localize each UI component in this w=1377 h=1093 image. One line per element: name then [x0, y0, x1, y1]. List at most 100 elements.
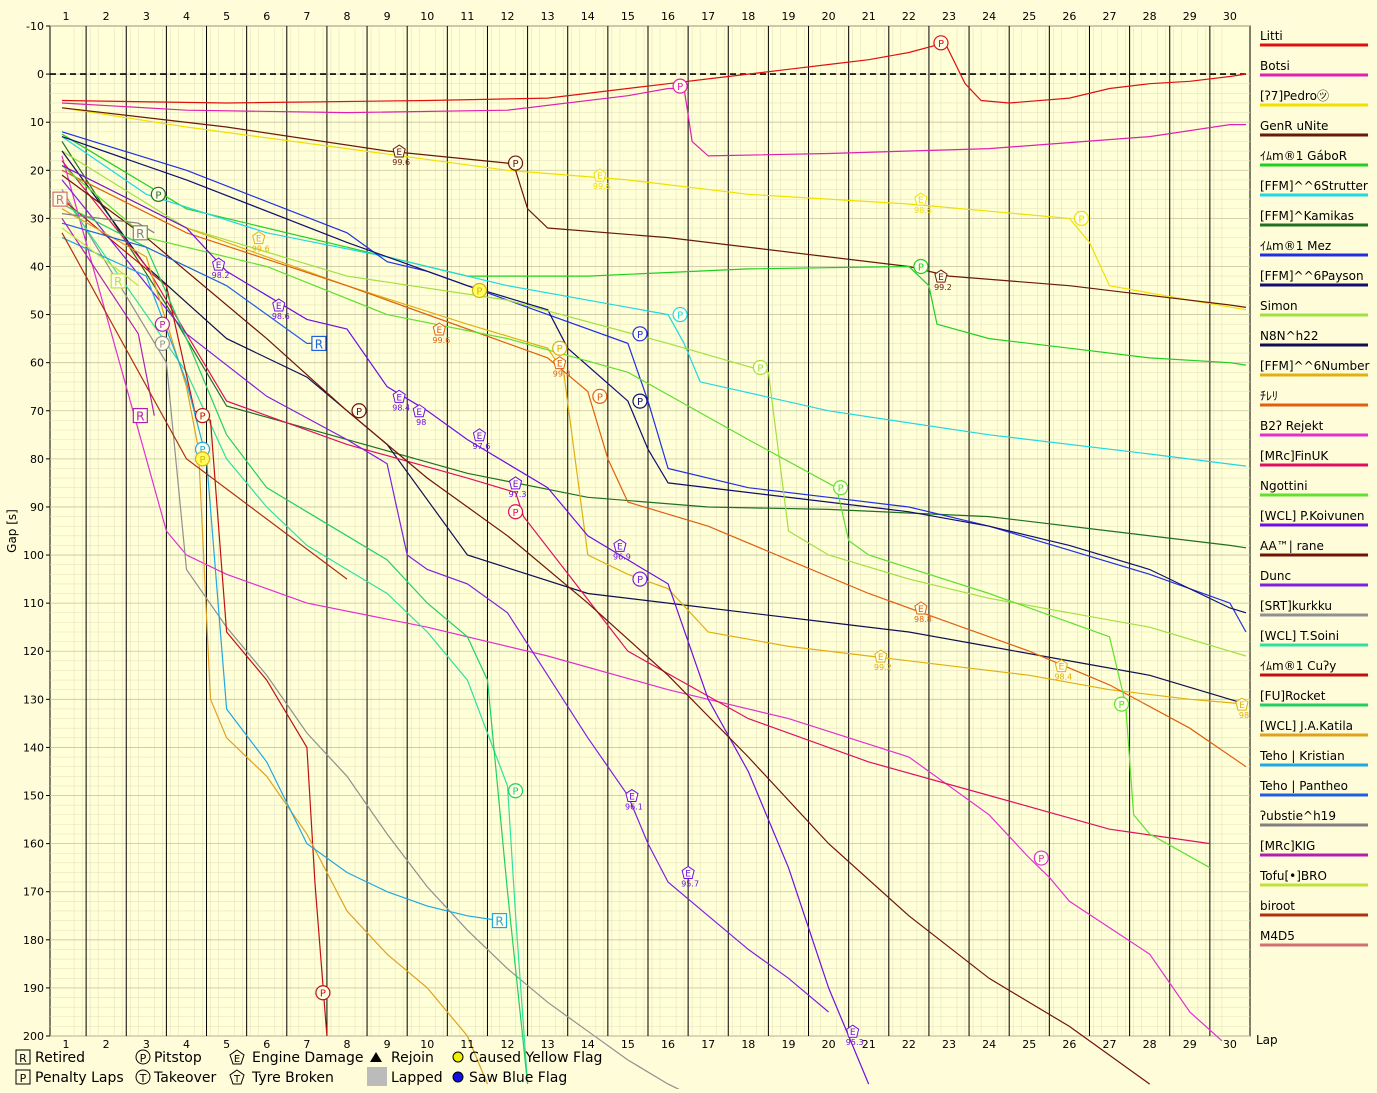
- event-pitstop-18: P: [194, 407, 211, 424]
- event-engine-41: E99.2: [874, 649, 892, 672]
- legend-entry-label-29: biroot: [1260, 899, 1295, 913]
- engine-glyph: E: [617, 542, 623, 552]
- event-pitstop-12: P: [1113, 696, 1130, 712]
- engine-value-label: 98.6: [272, 312, 290, 321]
- x-tick-label-bottom: 13: [541, 1038, 555, 1051]
- retired-marker: [52, 191, 68, 207]
- legend-entry-label-27: [MRc]KIG: [1260, 839, 1315, 853]
- legend-entry-label-24: Teho | Kristian: [1259, 749, 1345, 763]
- series-line-16: [61, 164, 870, 1085]
- legend-entry-label-16: [WCL] P.Koivunen: [1260, 509, 1365, 523]
- key-takeover-label: Takeover: [153, 1070, 216, 1086]
- x-tick-label-bottom: 25: [1022, 1038, 1036, 1051]
- x-tick-label-top: 13: [541, 10, 555, 23]
- key-caused-yellow-label: Caused Yellow Flag: [469, 1050, 602, 1066]
- engine-value-label: 97.3: [509, 490, 527, 499]
- pitstop-glyph: P: [918, 262, 924, 273]
- event-engine-37: E96.9: [613, 538, 631, 561]
- series-line-21: [61, 198, 328, 1037]
- event-retired-47: R: [52, 191, 68, 207]
- pitstop-glyph: P: [159, 320, 165, 331]
- engine-glyph: E: [1239, 701, 1245, 711]
- y-tick-label: 90: [30, 501, 44, 514]
- engine-value-label: 98.2: [212, 271, 230, 280]
- x-tick-label-top: 4: [183, 10, 190, 23]
- pitstop-marker: [913, 258, 929, 275]
- event-pitstop-16: P: [351, 403, 367, 419]
- y-tick-label: 180: [23, 934, 44, 947]
- y-tick-label: 30: [30, 212, 44, 225]
- engine-glyph: E: [216, 261, 222, 271]
- pitstop-glyph: P: [677, 82, 683, 93]
- engine-glyph: E: [276, 302, 282, 312]
- pitstop-marker: [194, 407, 211, 424]
- x-tick-label-top: 20: [822, 10, 836, 23]
- y-axis-label: Gap [s]: [5, 509, 19, 553]
- x-tick-label-top: 21: [862, 10, 876, 23]
- pitstop-marker: [507, 504, 524, 520]
- key-penalty: P Penalty Laps: [15, 1069, 124, 1086]
- svg-text:T: T: [139, 1072, 147, 1085]
- engine-glyph: E: [918, 196, 924, 206]
- series-line-13: [61, 155, 1223, 1042]
- event-pitstop-23: P: [154, 335, 170, 352]
- event-engine-26: E98.6: [914, 192, 932, 215]
- retired-marker: [110, 273, 126, 289]
- x-tick-label-top: 16: [661, 10, 675, 23]
- engine-marker: [934, 269, 948, 283]
- svg-text:R: R: [19, 1052, 27, 1065]
- event-pitstop-10: P: [752, 359, 768, 376]
- series-line-5: [61, 136, 1247, 467]
- engine-value-label: 98: [416, 418, 426, 427]
- legend-entry-label-7: ｲﾑm®1 Mez: [1260, 239, 1331, 253]
- series-line-2: [61, 107, 1247, 311]
- x-tick-label-top: 6: [263, 10, 270, 23]
- series-line-22: [61, 203, 529, 1085]
- pitstop-marker: [632, 571, 648, 587]
- x-tick-label-bottom: 9: [384, 1038, 391, 1051]
- x-tick-label-top: 14: [581, 10, 595, 23]
- engine-marker: [412, 404, 426, 418]
- yellow-flag-marker: [471, 282, 488, 299]
- pitstop-marker: [1033, 850, 1049, 866]
- pitstop-marker: [632, 326, 648, 342]
- legend-entry-label-18: Dunc: [1260, 569, 1291, 583]
- engine-glyph: E: [850, 1028, 856, 1038]
- legend-entry-label-15: Ngottini: [1260, 479, 1308, 493]
- engine-value-label: 95.3: [846, 1038, 864, 1047]
- yellow-flag-glyph: P: [199, 455, 205, 466]
- engine-marker: [846, 1024, 860, 1038]
- event-pitstop-2: P: [507, 155, 524, 171]
- event-pitstop-15: P: [632, 571, 648, 587]
- engine-marker: [392, 144, 406, 158]
- engine-marker: [625, 788, 639, 803]
- series-line-20: [61, 193, 529, 1085]
- engine-glyph: E: [878, 653, 884, 663]
- legend-entry-label-23: [WCL] J.A.Katila: [1260, 719, 1353, 733]
- pitstop-marker: [672, 306, 688, 323]
- legend-entry-label-1: Botsi: [1260, 59, 1290, 73]
- engine-marker: [593, 168, 607, 182]
- pitstop-marker: [933, 35, 949, 51]
- retired-glyph: R: [495, 915, 503, 929]
- pitstop-glyph: P: [199, 445, 205, 456]
- event-engine-38: E96.1: [625, 788, 643, 812]
- engine-value-label: 99.2: [874, 663, 892, 672]
- x-tick-label-bottom: 4: [183, 1038, 190, 1051]
- y-tick-label: 170: [23, 886, 44, 899]
- event-engine-27: E99.2: [934, 269, 952, 292]
- engine-marker: [1054, 659, 1068, 673]
- event-engine-43: E98.4: [1054, 659, 1072, 682]
- event-pitstop-21: P: [507, 783, 524, 799]
- x-tick-label-top: 24: [982, 10, 996, 23]
- engine-value-label: 99.6: [432, 336, 450, 345]
- event-engine-40: E95.3: [846, 1024, 864, 1047]
- event-retired-51: R: [311, 335, 327, 351]
- x-tick-label-bottom: 17: [701, 1038, 715, 1051]
- x-tick-label-top: 1: [63, 10, 70, 23]
- x-tick-label-bottom: 8: [343, 1038, 350, 1051]
- svg-text:T: T: [233, 1074, 241, 1085]
- legend-entry-label-22: [FU]Rocket: [1260, 689, 1326, 703]
- event-pitstop-8: P: [552, 340, 568, 356]
